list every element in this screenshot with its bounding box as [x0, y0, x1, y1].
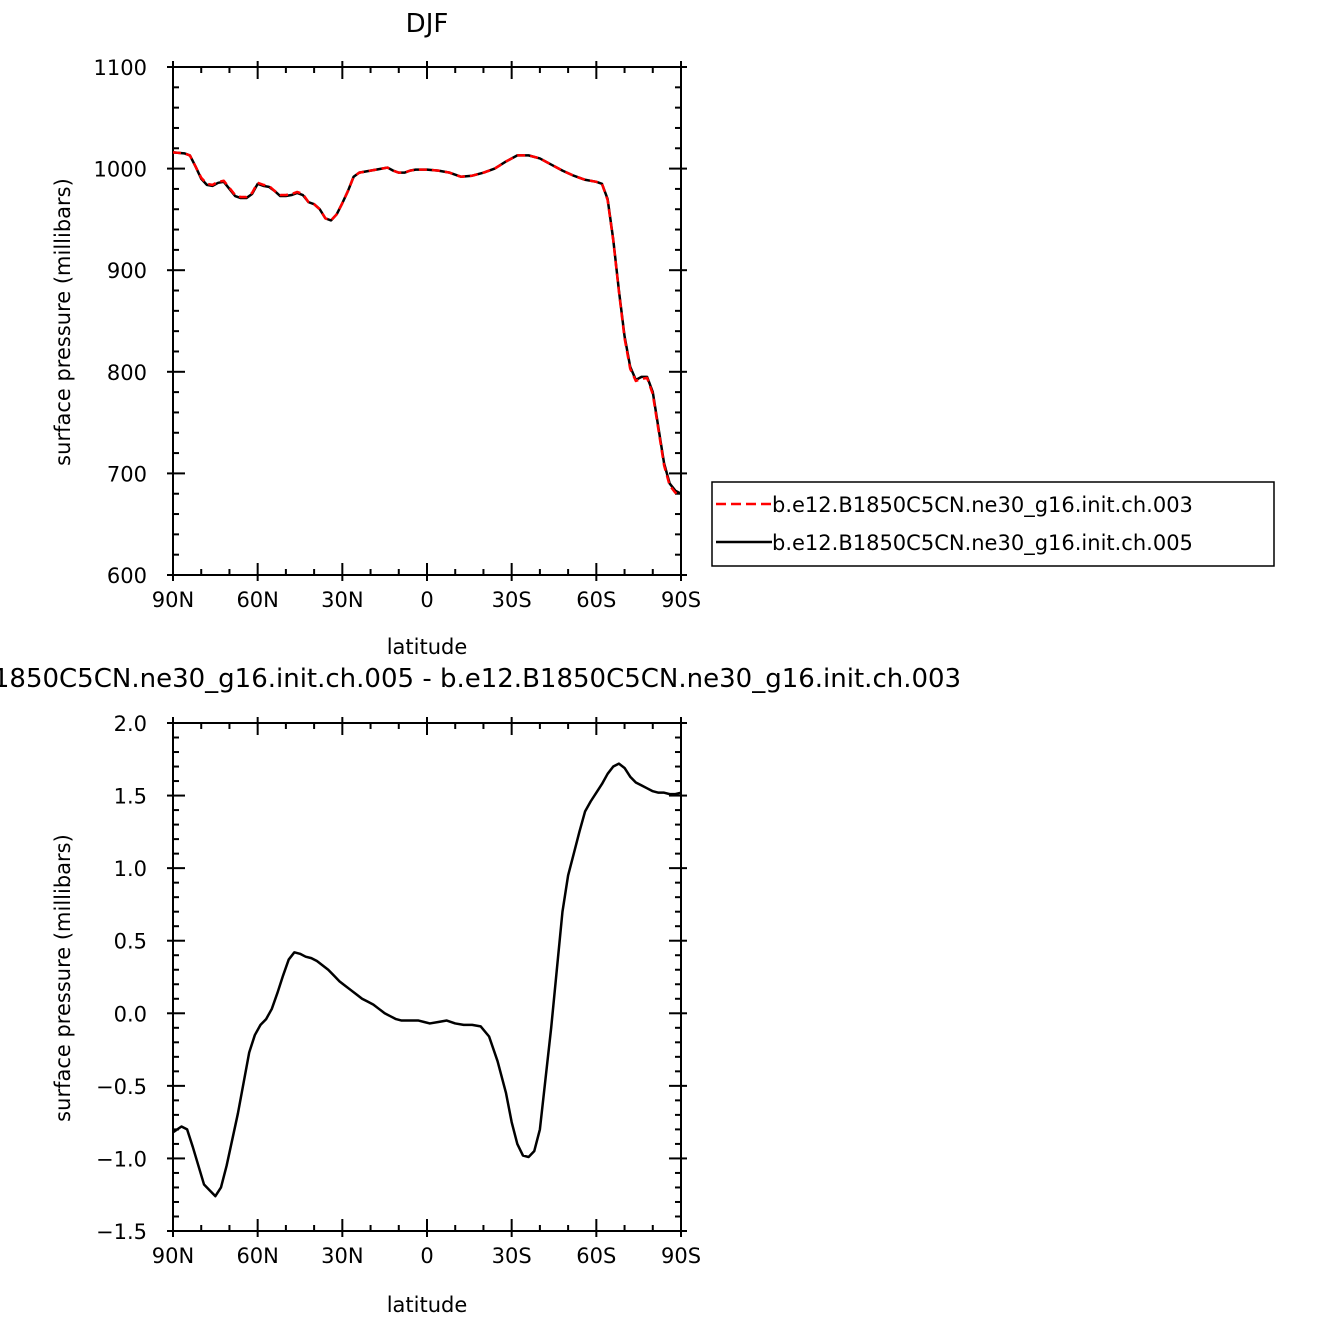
x-tick-label: 60S	[576, 1244, 616, 1268]
y-tick-label: −0.5	[96, 1075, 147, 1099]
x-tick-label: 60N	[236, 588, 278, 612]
x-axis-label: latitude	[387, 1293, 468, 1317]
y-tick-label: 800	[107, 361, 147, 385]
chart-title: b.e12.B1850C5CN.ne30_g16.init.ch.005 - b…	[0, 664, 961, 694]
y-tick-label: 1.0	[114, 857, 147, 881]
legend-label-ch005: b.e12.B1850C5CN.ne30_g16.init.ch.005	[772, 531, 1193, 556]
y-axis-label: surface pressure (millibars)	[51, 178, 75, 466]
x-tick-label: 30N	[321, 1244, 363, 1268]
x-tick-label: 30N	[321, 588, 363, 612]
y-tick-label: 1000	[94, 158, 147, 182]
x-tick-label: 0	[420, 1244, 433, 1268]
chart-panel-difference: b.e12.B1850C5CN.ne30_g16.init.ch.005 - b…	[0, 664, 961, 1317]
y-axis-label: surface pressure (millibars)	[51, 834, 75, 1122]
plot-frame	[172, 66, 682, 576]
x-tick-label: 30S	[492, 1244, 532, 1268]
plot-frame	[172, 722, 682, 1232]
y-tick-label: −1.5	[96, 1220, 147, 1244]
x-tick-label: 0	[420, 588, 433, 612]
y-tick-label: 700	[107, 462, 147, 486]
chart-title: DJF	[406, 9, 449, 39]
x-tick-label: 60S	[576, 588, 616, 612]
y-tick-label: 1.5	[114, 785, 147, 809]
x-tick-label: 60N	[236, 1244, 278, 1268]
x-tick-label: 90N	[152, 588, 194, 612]
y-tick-label: 0.0	[114, 1002, 147, 1026]
series-line-005	[172, 151, 682, 495]
legend-label-ch003: b.e12.B1850C5CN.ne30_g16.init.ch.003	[772, 493, 1193, 518]
x-tick-label: 90S	[661, 588, 701, 612]
y-tick-label: 0.5	[114, 930, 147, 954]
x-axis-label: latitude	[387, 635, 468, 659]
legend-box	[711, 481, 1275, 567]
legend: b.e12.B1850C5CN.ne30_g16.init.ch.003 b.e…	[711, 481, 1275, 567]
x-tick-label: 90N	[152, 1244, 194, 1268]
y-tick-label: 1100	[94, 56, 147, 80]
x-tick-label: 90S	[661, 1244, 701, 1268]
series-line	[172, 762, 682, 1198]
y-tick-label: 2.0	[114, 712, 147, 736]
y-tick-label: 600	[107, 564, 147, 588]
y-tick-label: −1.0	[96, 1147, 147, 1171]
x-tick-label: 30S	[492, 588, 532, 612]
series-line-003	[172, 151, 682, 496]
chart-panel-djf: DJF 90N 60N 30N 0 30S 60S 90S 600 700 800 900 1000 1…	[51, 9, 701, 659]
y-tick-label: 900	[107, 259, 147, 283]
